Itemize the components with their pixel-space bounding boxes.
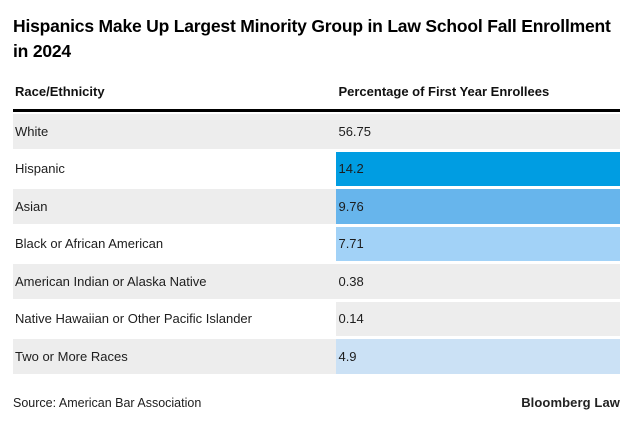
table-row: White 56.75	[13, 114, 620, 149]
race-label: White	[13, 114, 337, 149]
race-label: Asian	[13, 189, 337, 224]
table-row: Hispanic 14.2	[13, 151, 620, 186]
percentage-value: 7.71	[336, 226, 620, 261]
percentage-value: 0.14	[336, 301, 620, 336]
source-note: Source: American Bar Association	[13, 395, 202, 410]
percentage-value: 14.2	[336, 151, 620, 186]
table-row: Native Hawaiian or Other Pacific Islande…	[13, 301, 620, 336]
infographic: Hispanics Make Up Largest Minority Group…	[13, 16, 620, 410]
race-label: Black or African American	[13, 226, 337, 261]
page-title: Hispanics Make Up Largest Minority Group…	[13, 16, 611, 61]
percentage-value: 56.75	[336, 114, 620, 149]
table-row: Black or African American 7.71	[13, 226, 620, 261]
footer: Source: American Bar Association Bloombe…	[13, 395, 620, 410]
header-divider	[13, 109, 620, 112]
race-label: Hispanic	[13, 151, 337, 186]
column-header-percentage: Percentage of First Year Enrollees	[338, 84, 550, 99]
bloomberg-law-logo: Bloomberg Law	[521, 394, 620, 410]
table-row: Asian 9.76	[13, 189, 620, 224]
percentage-value: 0.38	[336, 264, 620, 299]
table-header: Race/Ethnicity Percentage of First Year …	[13, 84, 620, 99]
table-row: Two or More Races 4.9	[13, 339, 620, 374]
percentage-value: 4.9	[336, 339, 620, 374]
table-row: American Indian or Alaska Native 0.38	[13, 264, 620, 299]
table-body: White 56.75 Hispanic 14.2 Asian 9.76 Bla…	[13, 114, 620, 374]
percentage-value: 9.76	[336, 189, 620, 224]
race-label: American Indian or Alaska Native	[13, 264, 337, 299]
race-label: Native Hawaiian or Other Pacific Islande…	[13, 301, 337, 336]
race-label: Two or More Races	[13, 339, 337, 374]
column-header-race: Race/Ethnicity	[15, 84, 105, 99]
